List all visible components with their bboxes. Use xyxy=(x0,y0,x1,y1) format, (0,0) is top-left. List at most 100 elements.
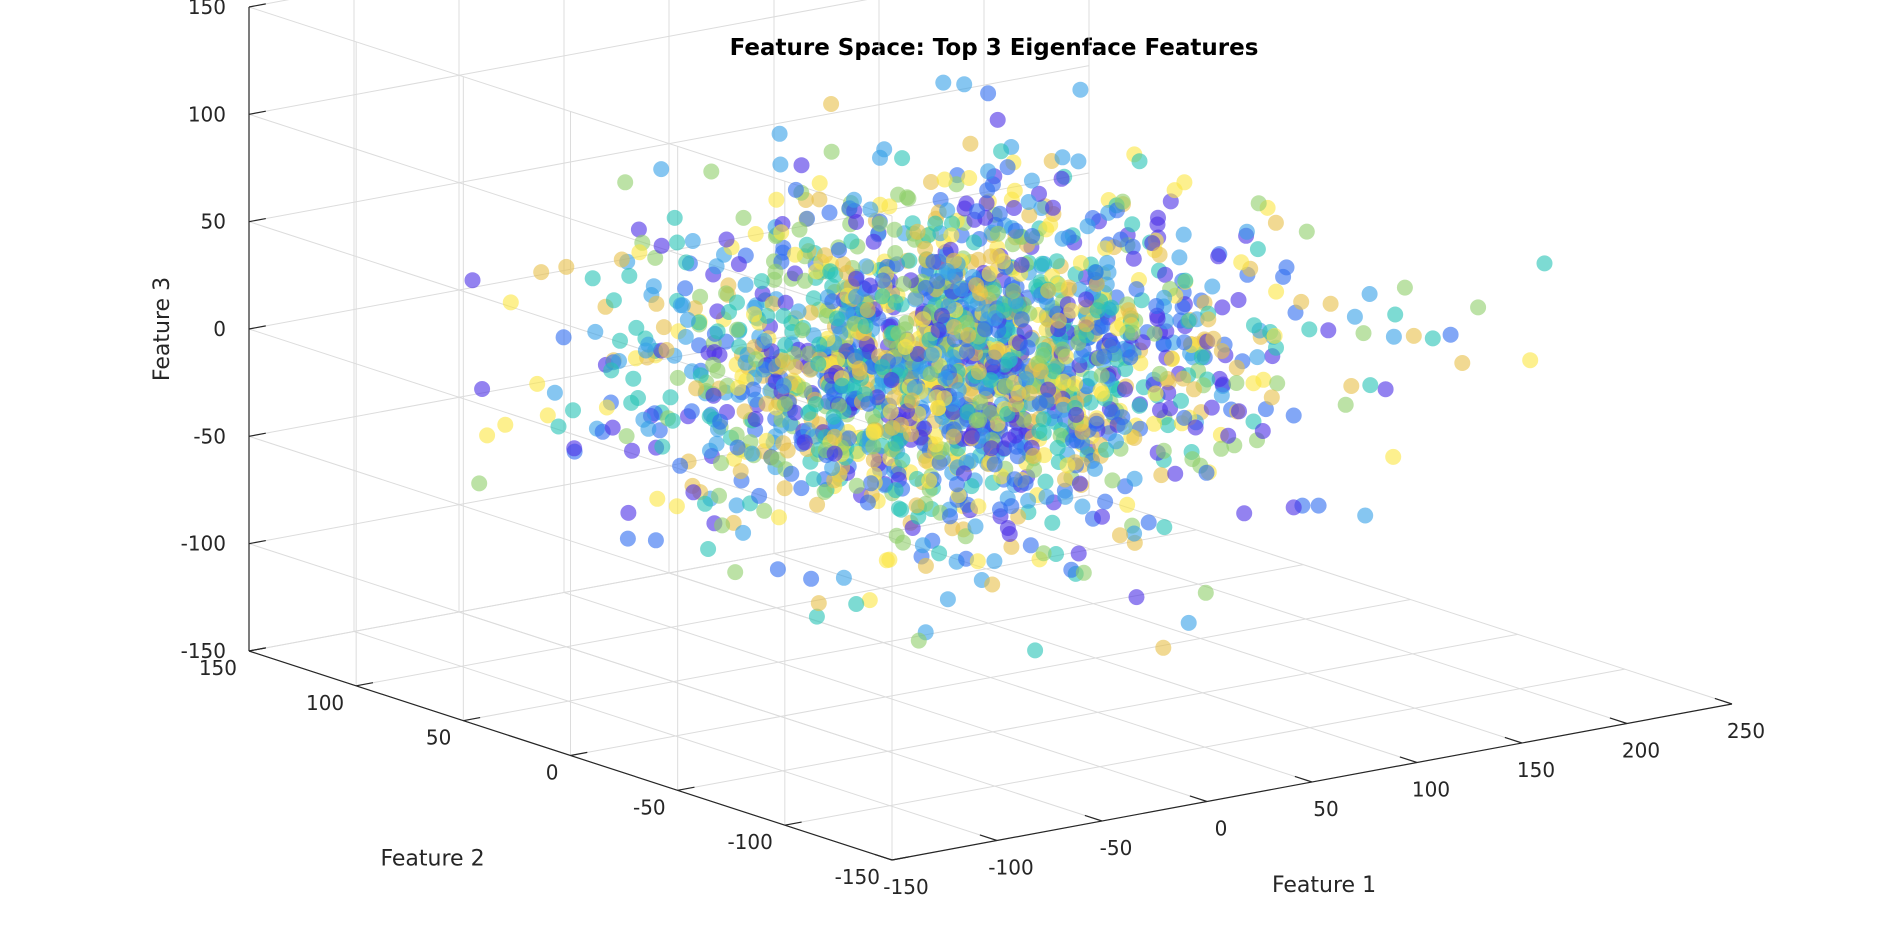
data-point xyxy=(1013,256,1030,273)
data-point xyxy=(746,306,762,323)
data-point xyxy=(745,381,762,398)
data-point xyxy=(648,295,665,312)
data-point xyxy=(621,267,638,284)
data-point xyxy=(796,381,813,398)
data-point xyxy=(977,321,993,338)
data-point xyxy=(684,233,701,249)
data-point xyxy=(895,534,911,551)
data-point xyxy=(1124,238,1141,255)
data-point xyxy=(1000,352,1017,369)
data-point xyxy=(623,394,640,411)
data-point xyxy=(876,141,893,158)
data-point xyxy=(678,254,695,271)
data-point xyxy=(1017,475,1034,492)
data-point xyxy=(810,355,827,372)
data-point xyxy=(923,347,940,363)
data-point xyxy=(1094,508,1110,525)
data-point xyxy=(1015,411,1032,428)
data-point xyxy=(997,378,1014,394)
data-point xyxy=(1180,313,1197,330)
data-point xyxy=(1210,248,1227,265)
data-point xyxy=(767,263,784,280)
data-point xyxy=(679,311,696,328)
data-point xyxy=(619,530,636,547)
data-point xyxy=(908,497,925,514)
data-point xyxy=(539,407,556,424)
data-point xyxy=(972,285,988,302)
data-point xyxy=(747,411,764,427)
z-tick-label: 100 xyxy=(188,102,226,126)
data-point xyxy=(811,191,828,208)
data-point xyxy=(826,472,843,489)
data-point xyxy=(672,297,689,314)
data-point xyxy=(1075,564,1092,581)
data-point xyxy=(1021,385,1038,401)
data-point xyxy=(936,171,953,188)
data-point xyxy=(1355,325,1372,342)
data-point xyxy=(1126,525,1143,542)
data-point xyxy=(861,592,878,609)
data-point xyxy=(1097,240,1114,257)
data-point xyxy=(1013,311,1030,328)
data-point xyxy=(858,258,875,275)
data-point xyxy=(1442,326,1459,343)
data-point xyxy=(794,322,811,339)
data-point xyxy=(1186,381,1202,398)
data-point xyxy=(1385,448,1402,465)
data-point xyxy=(808,608,825,625)
data-point xyxy=(1146,415,1162,432)
data-point xyxy=(1357,507,1374,524)
data-point xyxy=(865,438,882,455)
data-point xyxy=(1079,218,1096,235)
data-points xyxy=(464,74,1553,659)
z-axis-label: Feature 3 xyxy=(150,277,175,381)
data-point xyxy=(1285,407,1302,424)
data-point xyxy=(848,288,865,305)
data-point xyxy=(772,156,789,173)
data-point xyxy=(1150,209,1166,226)
data-point xyxy=(697,495,713,512)
data-point xyxy=(1078,316,1095,333)
data-point xyxy=(1007,222,1024,239)
z-tick-mark xyxy=(248,325,266,330)
y-tick-mark xyxy=(356,682,374,687)
data-point xyxy=(950,382,967,399)
data-point xyxy=(939,202,956,219)
data-point xyxy=(894,452,911,469)
data-point xyxy=(613,251,630,268)
data-point xyxy=(743,445,760,462)
data-point xyxy=(895,275,912,292)
x-tick-label: 50 xyxy=(1313,797,1338,821)
data-point xyxy=(666,209,683,226)
data-point xyxy=(1038,488,1055,505)
data-point xyxy=(963,428,980,445)
data-point xyxy=(917,279,934,296)
data-point xyxy=(705,356,722,373)
data-point xyxy=(1049,439,1066,456)
data-point xyxy=(963,478,980,495)
data-point xyxy=(1125,250,1142,267)
data-point xyxy=(1177,272,1194,289)
data-point xyxy=(1176,409,1193,426)
data-point xyxy=(1361,286,1378,302)
data-point xyxy=(1167,465,1184,482)
data-point xyxy=(960,327,977,344)
data-point xyxy=(654,438,671,455)
data-point xyxy=(882,403,899,420)
data-point xyxy=(787,181,804,198)
data-point xyxy=(917,240,934,257)
data-point xyxy=(999,520,1016,536)
data-point xyxy=(768,191,785,208)
data-point xyxy=(991,205,1008,222)
y-tick-mark xyxy=(891,856,909,861)
data-point xyxy=(687,300,703,317)
data-point xyxy=(776,480,793,497)
data-point xyxy=(1522,352,1539,369)
data-point xyxy=(1037,473,1054,490)
data-point xyxy=(982,248,999,265)
data-point xyxy=(605,292,622,309)
data-point xyxy=(618,428,635,445)
data-point xyxy=(901,252,918,269)
data-point xyxy=(1027,642,1044,659)
data-point xyxy=(829,352,846,368)
